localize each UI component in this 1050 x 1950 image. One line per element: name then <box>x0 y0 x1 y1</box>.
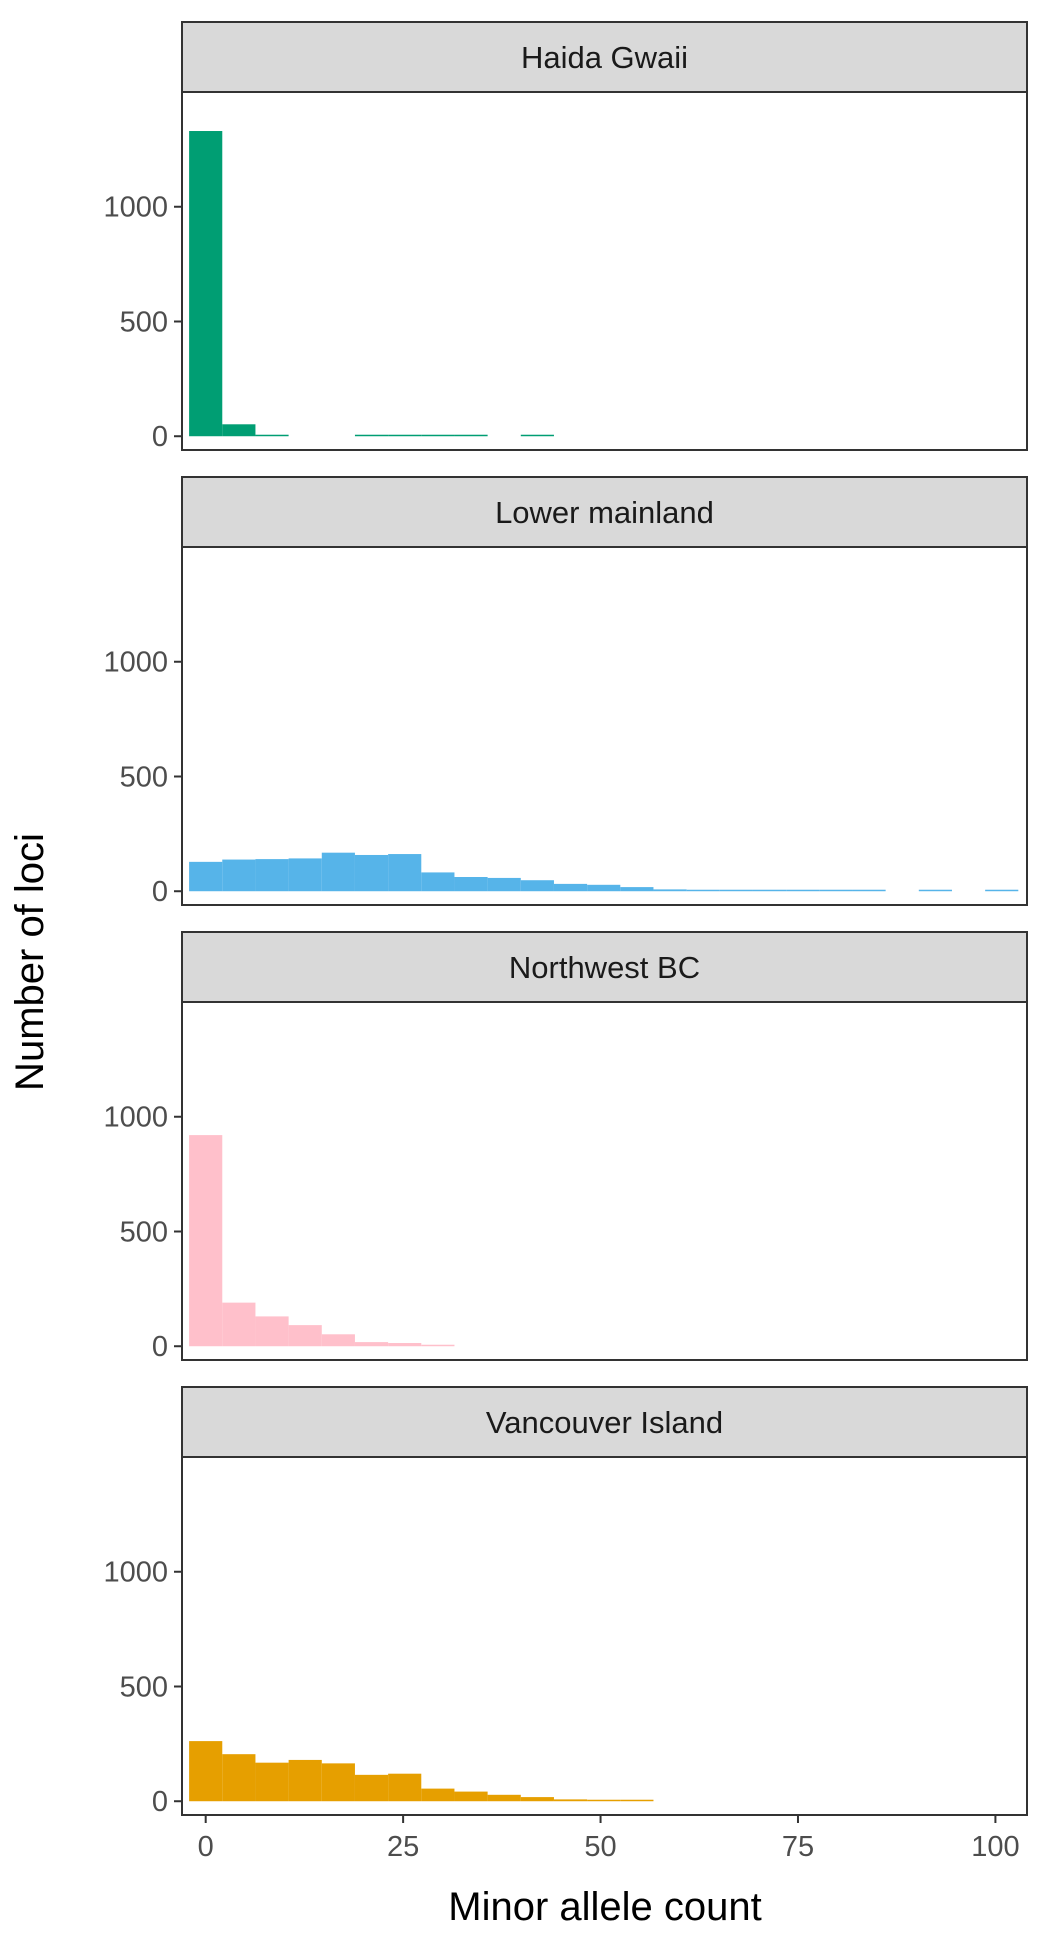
y-tick-label-lower-mainland-0: 0 <box>152 876 168 908</box>
y-tick-label-vancouver-island-0: 0 <box>152 1786 168 1818</box>
panel-northwest-bc: Northwest BC 0 500 1000 <box>103 931 1028 1363</box>
bar-lower-mainland-2 <box>255 859 289 892</box>
y-tick-label-haida-gwaii-1000: 1000 <box>103 192 168 224</box>
panel-border-northwest-bc <box>181 1001 1028 1361</box>
plot-background-northwest-bc <box>182 1002 1027 1360</box>
bar-haida-gwaii-7 <box>421 434 455 437</box>
bar-northwest-bc-7 <box>421 1344 455 1347</box>
panel-border-haida-gwaii <box>181 91 1028 451</box>
bar-lower-mainland-22 <box>918 889 952 892</box>
bar-haida-gwaii-6 <box>388 434 422 437</box>
facet-label-northwest-bc: Northwest BC <box>509 950 700 985</box>
bar-haida-gwaii-0 <box>189 131 223 437</box>
bar-northwest-bc-6 <box>388 1343 422 1347</box>
bar-vancouver-island-6 <box>388 1773 422 1802</box>
y-tick-label-haida-gwaii-0: 0 <box>152 421 168 453</box>
bar-lower-mainland-4 <box>321 852 355 892</box>
facet-label-haida-gwaii: Haida Gwaii <box>521 40 688 75</box>
bar-lower-mainland-14 <box>653 889 687 892</box>
x-axis-title: Minor allele count <box>448 1885 762 1929</box>
y-tick-label-lower-mainland-500: 500 <box>120 761 168 793</box>
panel-haida-gwaii: Haida Gwaii 0 500 1000 <box>103 21 1028 453</box>
bar-haida-gwaii-1 <box>222 424 256 437</box>
bar-lower-mainland-13 <box>620 887 654 892</box>
bar-vancouver-island-13 <box>620 1799 654 1802</box>
bar-lower-mainland-6 <box>388 854 422 892</box>
bar-vancouver-island-11 <box>553 1799 588 1802</box>
bars-lower-mainland <box>189 852 1019 892</box>
plot-background-haida-gwaii <box>182 92 1027 450</box>
y-tick-label-northwest-bc-1000: 1000 <box>103 1102 168 1134</box>
bar-lower-mainland-15 <box>686 889 720 892</box>
bar-haida-gwaii-5 <box>354 434 389 437</box>
panel-border-lower-mainland <box>181 546 1028 906</box>
x-tick-label-50: 50 <box>584 1831 616 1863</box>
x-axis: 0 25 50 75 100 <box>198 1815 1020 1863</box>
bar-lower-mainland-24 <box>985 889 1019 892</box>
bar-lower-mainland-12 <box>587 884 621 892</box>
bar-lower-mainland-20 <box>852 889 886 892</box>
facet-strip-haida-gwaii <box>181 21 1028 93</box>
facet-strip-northwest-bc <box>181 931 1028 1003</box>
y-tick-label-vancouver-island-500: 500 <box>120 1671 168 1703</box>
x-tick-label-25: 25 <box>387 1831 419 1863</box>
bar-lower-mainland-8 <box>454 877 488 892</box>
bar-lower-mainland-5 <box>354 854 389 892</box>
bar-vancouver-island-5 <box>354 1774 389 1802</box>
facet-label-lower-mainland: Lower mainland <box>495 495 714 530</box>
bar-lower-mainland-0 <box>189 861 223 892</box>
bar-lower-mainland-19 <box>819 889 853 892</box>
bar-lower-mainland-17 <box>752 889 787 892</box>
bar-haida-gwaii-2 <box>255 434 289 437</box>
y-tick-label-vancouver-island-1000: 1000 <box>103 1557 168 1589</box>
y-tick-label-lower-mainland-1000: 1000 <box>103 647 168 679</box>
panel-border-vancouver-island <box>181 1456 1028 1816</box>
plot-background-lower-mainland <box>182 547 1027 905</box>
bar-northwest-bc-5 <box>354 1342 389 1347</box>
panels-group: Haida Gwaii 0 500 1000 Lower mainland 0 500 100… <box>103 21 1028 1818</box>
facet-strip-vancouver-island <box>181 1386 1028 1458</box>
bar-haida-gwaii-8 <box>454 434 488 437</box>
bar-northwest-bc-4 <box>321 1334 355 1347</box>
panel-lower-mainland: Lower mainland 0 500 1000 <box>103 476 1028 908</box>
bar-vancouver-island-7 <box>421 1788 455 1802</box>
bar-lower-mainland-16 <box>719 889 753 892</box>
bar-vancouver-island-10 <box>520 1797 554 1802</box>
facet-label-vancouver-island: Vancouver Island <box>486 1405 723 1440</box>
bars-haida-gwaii <box>189 131 554 437</box>
y-tick-label-northwest-bc-500: 500 <box>120 1216 168 1248</box>
y-axis-title: Number of loci <box>8 833 52 1091</box>
x-tick-label-100: 100 <box>971 1831 1019 1863</box>
bar-vancouver-island-1 <box>222 1754 256 1802</box>
bar-lower-mainland-18 <box>786 889 820 892</box>
bar-vancouver-island-4 <box>321 1763 355 1802</box>
bar-lower-mainland-3 <box>288 858 322 892</box>
bars-northwest-bc <box>189 1135 455 1347</box>
bar-haida-gwaii-10 <box>520 434 554 437</box>
bar-northwest-bc-2 <box>255 1316 289 1347</box>
bar-northwest-bc-1 <box>222 1302 256 1347</box>
bar-vancouver-island-0 <box>189 1741 223 1802</box>
bar-northwest-bc-0 <box>189 1135 223 1347</box>
bar-lower-mainland-10 <box>520 880 554 892</box>
bar-lower-mainland-7 <box>421 872 455 892</box>
bar-vancouver-island-12 <box>587 1799 621 1802</box>
bar-lower-mainland-11 <box>553 883 588 892</box>
bar-northwest-bc-3 <box>288 1325 322 1347</box>
bar-lower-mainland-1 <box>222 859 256 892</box>
bar-lower-mainland-9 <box>487 877 521 892</box>
bar-vancouver-island-3 <box>288 1759 322 1802</box>
y-tick-label-haida-gwaii-500: 500 <box>120 306 168 338</box>
x-tick-label-0: 0 <box>198 1831 214 1863</box>
bars-vancouver-island <box>189 1741 654 1802</box>
x-tick-label-75: 75 <box>782 1831 814 1863</box>
y-tick-label-northwest-bc-0: 0 <box>152 1331 168 1363</box>
facet-strip-lower-mainland <box>181 476 1028 548</box>
plot-background-vancouver-island <box>182 1457 1027 1815</box>
panel-vancouver-island: Vancouver Island 0 500 1000 <box>103 1386 1028 1818</box>
bar-vancouver-island-2 <box>255 1762 289 1802</box>
bar-vancouver-island-8 <box>454 1791 488 1802</box>
bar-vancouver-island-9 <box>487 1794 521 1802</box>
